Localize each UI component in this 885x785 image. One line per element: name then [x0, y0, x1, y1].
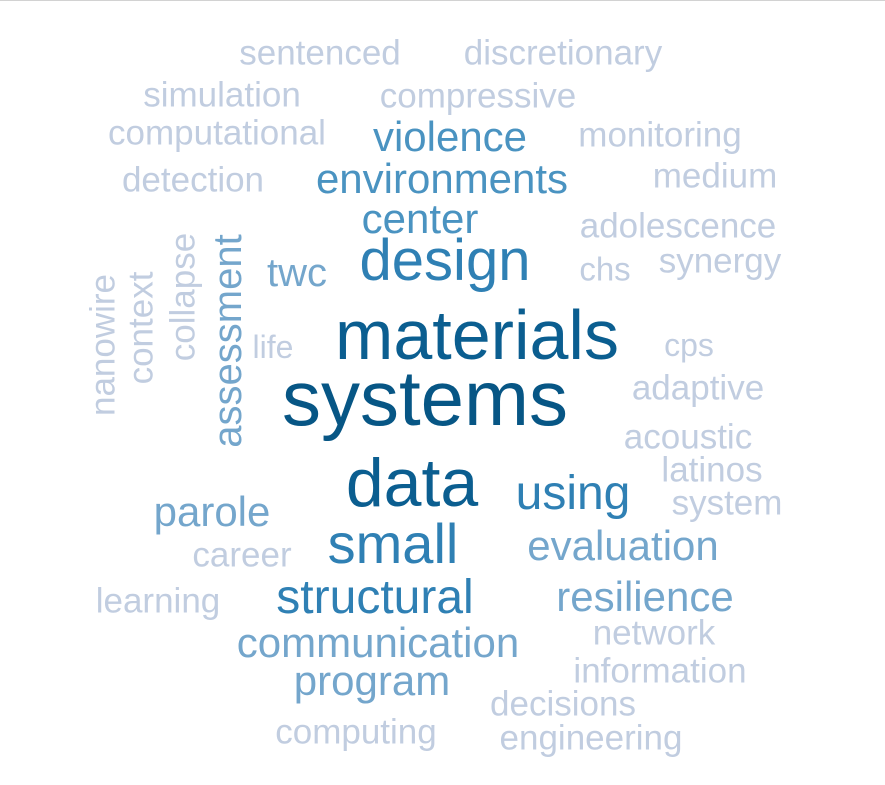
- word-systems: systems: [281, 354, 569, 442]
- word-nanowire: nanowire: [83, 273, 123, 417]
- word-using: using: [515, 467, 631, 520]
- word-adaptive: adaptive: [631, 368, 765, 408]
- word-engineering: engineering: [499, 718, 683, 758]
- word-materials: materials: [335, 296, 619, 374]
- word-acoustic: acoustic: [623, 417, 753, 457]
- word-medium: medium: [652, 156, 778, 196]
- word-small: small: [327, 512, 459, 575]
- word-communication: communication: [236, 619, 520, 666]
- word-network: network: [592, 613, 716, 653]
- word-cps: cps: [664, 327, 714, 363]
- word-compressive: compressive: [379, 76, 577, 116]
- word-assessment: assessment: [206, 234, 250, 448]
- word-center: center: [361, 195, 479, 242]
- word-decisions: decisions: [490, 684, 636, 724]
- word-collapse: collapse: [163, 232, 203, 362]
- word-system: system: [671, 483, 783, 523]
- word-simulation: simulation: [143, 75, 301, 115]
- word-information: information: [573, 651, 747, 691]
- word-sentenced: sentenced: [239, 33, 401, 73]
- word-life: life: [252, 329, 294, 365]
- word-parole: parole: [153, 488, 271, 535]
- word-adolescence: adolescence: [579, 206, 777, 246]
- word-chs: chs: [579, 250, 631, 288]
- word-learning: learning: [95, 581, 221, 621]
- word-data: data: [345, 445, 479, 521]
- word-computational: computational: [108, 113, 326, 153]
- word-environments: environments: [315, 155, 569, 202]
- word-twc: twc: [267, 251, 327, 295]
- word-violence: violence: [372, 113, 528, 160]
- word-program: program: [293, 657, 451, 704]
- word-context: context: [121, 271, 161, 385]
- word-resilience: resilience: [556, 573, 734, 620]
- word-evaluation: evaluation: [527, 522, 719, 569]
- word-computing: computing: [275, 712, 437, 752]
- word-design: design: [359, 228, 531, 293]
- word-career: career: [192, 535, 292, 575]
- word-detection: detection: [121, 160, 265, 200]
- word-synergy: synergy: [658, 241, 782, 281]
- word-latinos: latinos: [661, 450, 763, 490]
- word-discretionary: discretionary: [463, 33, 663, 73]
- word-monitoring: monitoring: [578, 115, 742, 155]
- word-structural: structural: [276, 571, 474, 624]
